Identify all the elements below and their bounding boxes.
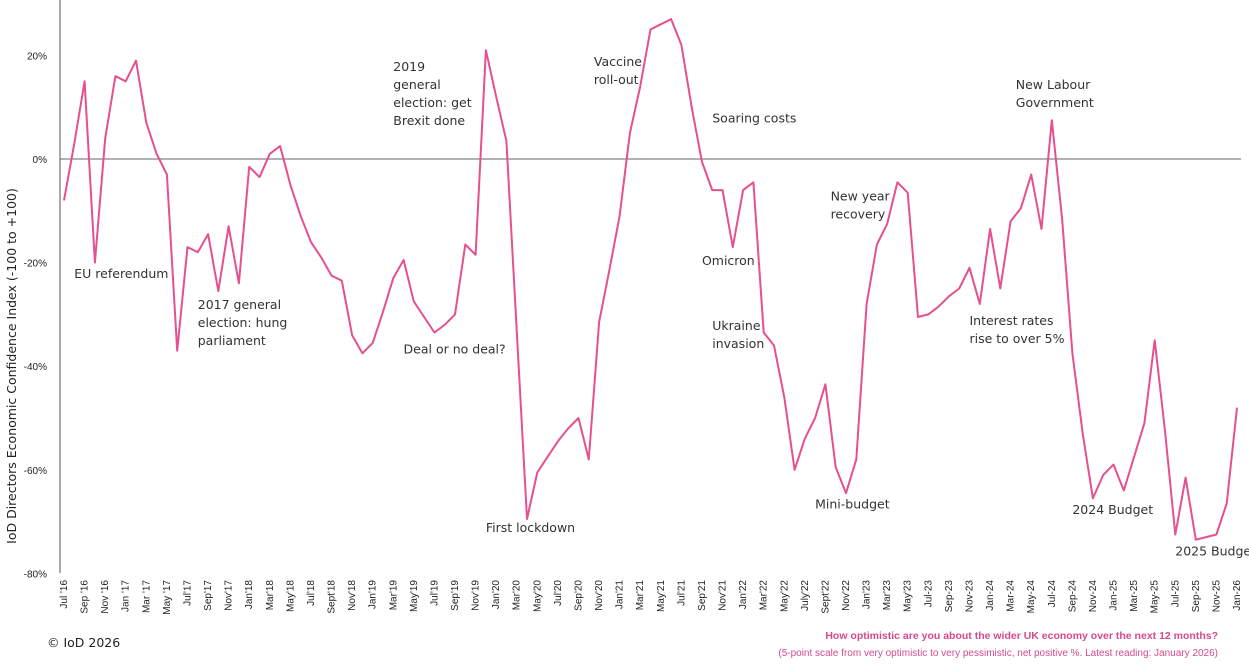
y-tick-label: 0% (33, 155, 48, 166)
survey-question: How optimistic are you about the wider U… (825, 630, 1218, 642)
x-tick-label: Nov'19 (471, 580, 482, 611)
chart-axes: 20% 0% -20% -40% -60% -80% Jul '16 Sep '16 Nov '… (24, 0, 1243, 615)
x-tick-label: May'18 (285, 580, 296, 612)
x-tick-label: May '17 (162, 580, 173, 615)
annotation-label: Vaccine roll-out (594, 54, 642, 87)
y-tick-label: -80% (24, 569, 47, 580)
annotation-label: Interest rates rise to over 5% (969, 313, 1064, 346)
annotation-label: 2019 general election: get Brexit done (393, 59, 471, 128)
x-tick-label: Mar'20 (512, 580, 523, 611)
x-tick-label: Sept'18 (327, 580, 338, 614)
x-tick-label: Sep-25 (1191, 580, 1202, 613)
annotation-label: EU referendum (74, 266, 168, 281)
x-tick-label: Sep'17 (203, 580, 214, 611)
annotation-label: 2024 Budget (1072, 502, 1153, 517)
x-tick-label: Jul'20 (553, 580, 564, 606)
annotation-label: Deal or no deal? (404, 341, 506, 356)
x-tick-label: Nov'21 (718, 580, 729, 611)
x-tick-label: Sep-24 (1067, 580, 1078, 613)
annotation-label: 2025 Budget (1175, 543, 1249, 558)
x-tick-label: Jan'21 (615, 580, 626, 610)
x-tick-label: May-25 (1150, 580, 1161, 614)
x-tick-label: Jan'19 (368, 580, 379, 610)
x-tick-label: Sep'21 (697, 580, 708, 611)
x-tick-label: Sep'20 (573, 580, 584, 611)
x-tick-label: Nov '16 (100, 580, 111, 614)
annotation-label: Ukraine invasion (712, 318, 764, 351)
x-tick-label: Jul-24 (1047, 580, 1058, 608)
x-tick-label: Jan-26 (1232, 580, 1243, 611)
x-tick-label: Sept'22 (820, 580, 831, 614)
x-tick-label: Nov'20 (594, 580, 605, 611)
annotation-label: New Labour Government (1016, 77, 1094, 110)
annotation-label: Omicron (702, 253, 755, 268)
x-tick-label: Jan'20 (491, 580, 502, 610)
x-tick-label: Nov'18 (347, 580, 358, 611)
x-tick-label: Nov'22 (841, 580, 852, 611)
x-tick-label: Nov-25 (1211, 580, 1222, 613)
x-tick-label: Nov-23 (964, 580, 975, 613)
x-tick-label: Sep'19 (450, 580, 461, 611)
x-tick-label: Mar-25 (1129, 580, 1140, 612)
x-tick-label: Jul'19 (429, 580, 440, 606)
chart-series (63, 18, 1238, 541)
copyright-text: © IoD 2026 (47, 635, 121, 650)
x-tick-label: Mar'22 (759, 580, 770, 611)
y-tick-label: -20% (24, 259, 47, 270)
x-tick-label: Mar'19 (388, 580, 399, 611)
x-tick-label: Nov-24 (1088, 580, 1099, 613)
x-tick-label: Jan-25 (1109, 580, 1120, 611)
x-tick-label: Mar-24 (1006, 580, 1017, 612)
annotation-label: Soaring costs (712, 111, 796, 126)
x-tick-label: Jan-24 (985, 580, 996, 611)
x-tick-label: Jan '17 (121, 580, 132, 612)
annotation-label: Mini-budget (815, 497, 890, 512)
x-tick-label: Jul-25 (1170, 580, 1181, 608)
x-tick-label: Jul'17 (182, 580, 193, 606)
x-tick-label: Mar'23 (882, 580, 893, 611)
y-tick-label: -60% (24, 466, 47, 477)
x-tick-label: Nov'17 (224, 580, 235, 611)
x-tick-label: May'23 (903, 580, 914, 612)
survey-note: (5-point scale from very optimistic to v… (778, 648, 1218, 659)
series-line (63, 18, 1238, 541)
annotation-label: 2017 general election: hung parliament (198, 297, 288, 348)
x-tick-label: Jan'23 (862, 580, 873, 610)
x-tick-label: Jul-23 (923, 580, 934, 608)
x-tick-label: July'22 (800, 580, 811, 611)
x-tick-label: May'19 (409, 580, 420, 612)
x-tick-label: May'22 (779, 580, 790, 612)
x-tick-label: Jul '16 (59, 580, 70, 609)
x-tick-label: Jul'21 (676, 580, 687, 606)
y-tick-label: -40% (24, 362, 47, 373)
x-tick-label: May-24 (1026, 580, 1037, 614)
x-tick-label: Mar'21 (635, 580, 646, 611)
x-tick-label: Jan'18 (244, 580, 255, 610)
annotation-label: First lockdown (486, 520, 575, 535)
x-tick-label: Jan'22 (738, 580, 749, 610)
chart-annotations: EU referendum 2017 general election: hung p… (74, 54, 1249, 559)
x-tick-label: May'21 (656, 580, 667, 612)
x-tick-label: May'20 (532, 580, 543, 612)
y-axis-title: IoD Directors Economic Confidence Index … (4, 188, 19, 544)
x-tick-label: Mar '17 (141, 580, 152, 613)
x-tick-label: Sep-23 (944, 580, 955, 613)
x-tick-label: Jul'18 (306, 580, 317, 606)
annotation-label: New year recovery (831, 188, 891, 221)
x-tick-label: Mar'18 (265, 580, 276, 611)
x-tick-label: Sep '16 (80, 580, 91, 614)
y-tick-label: 20% (27, 51, 47, 62)
